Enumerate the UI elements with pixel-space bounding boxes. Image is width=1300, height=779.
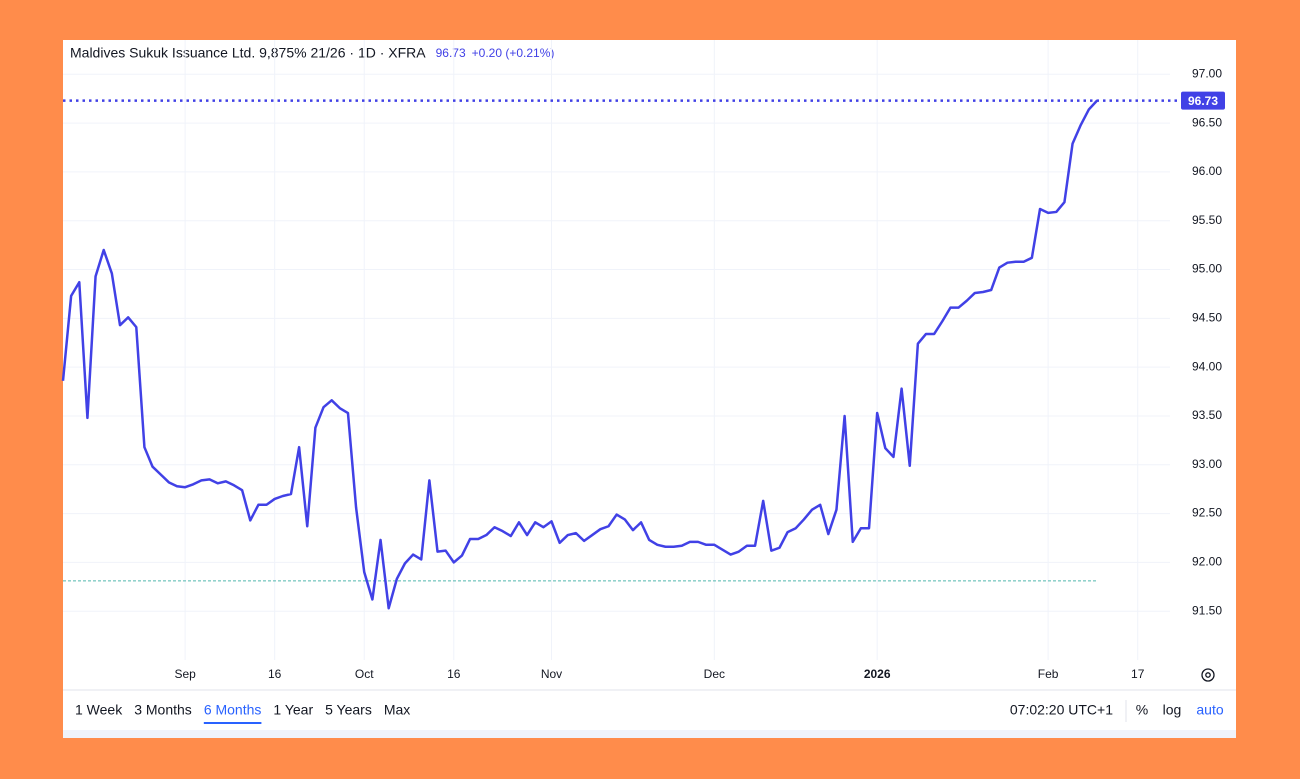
range-button[interactable]: Max (384, 702, 410, 718)
x-tick-label: 17 (1131, 667, 1145, 681)
range-button[interactable]: 3 Months (134, 702, 192, 718)
range-button[interactable]: 1 Week (75, 702, 123, 718)
y-tick-label: 91.50 (1192, 603, 1222, 617)
y-tick-label: 95.50 (1192, 213, 1222, 227)
scale-option[interactable]: log (1163, 702, 1182, 718)
header: Maldives Sukuk Issuance Ltd. 9,875% 21/2… (70, 45, 426, 61)
x-tick-label: Oct (355, 667, 374, 681)
time-label: 07:02:20 UTC+1 (1010, 702, 1113, 718)
scale-option[interactable]: % (1136, 702, 1148, 718)
settings-icon[interactable] (1201, 668, 1215, 682)
range-button[interactable]: 5 Years (325, 702, 372, 718)
gear-inner (1205, 672, 1211, 678)
header-change: +0.20 (+0.21%) (472, 46, 555, 60)
y-tick-label: 93.50 (1192, 408, 1222, 422)
chart-title: Maldives Sukuk Issuance Ltd. 9,875% 21/2… (70, 45, 426, 61)
y-tick-label: 94.00 (1192, 359, 1222, 373)
panel-footer (63, 730, 1236, 738)
x-tick-label: 16 (447, 667, 461, 681)
y-tick-label: 92.00 (1192, 555, 1222, 569)
x-tick-label: Dec (704, 667, 725, 681)
y-tick-label: 96.00 (1192, 164, 1222, 178)
scale-option[interactable]: auto (1196, 702, 1223, 718)
gear-outer (1201, 668, 1215, 682)
y-tick-label: 96.50 (1192, 115, 1222, 129)
x-tick-label: Sep (174, 667, 196, 681)
y-tick-label: 95.00 (1192, 262, 1222, 276)
x-tick-label: Feb (1038, 667, 1059, 681)
last-price-label: 96.73 (1188, 94, 1218, 108)
panel (63, 40, 1236, 738)
last-price-tag (1181, 91, 1225, 110)
x-tick-label: 2026 (864, 667, 891, 681)
x-tick-label: Nov (541, 667, 562, 681)
y-tick-label: 97.00 (1192, 66, 1222, 80)
range-button[interactable]: 6 Months (204, 702, 262, 718)
y-tick-label: 92.50 (1192, 506, 1222, 520)
header-price: 96.73 (436, 46, 466, 60)
price-line (61, 99, 1098, 610)
range-button[interactable]: 1 Year (273, 702, 313, 718)
x-tick-label: 16 (268, 667, 282, 681)
y-tick-label: 94.50 (1192, 311, 1222, 325)
y-tick-label: 93.00 (1192, 457, 1222, 471)
